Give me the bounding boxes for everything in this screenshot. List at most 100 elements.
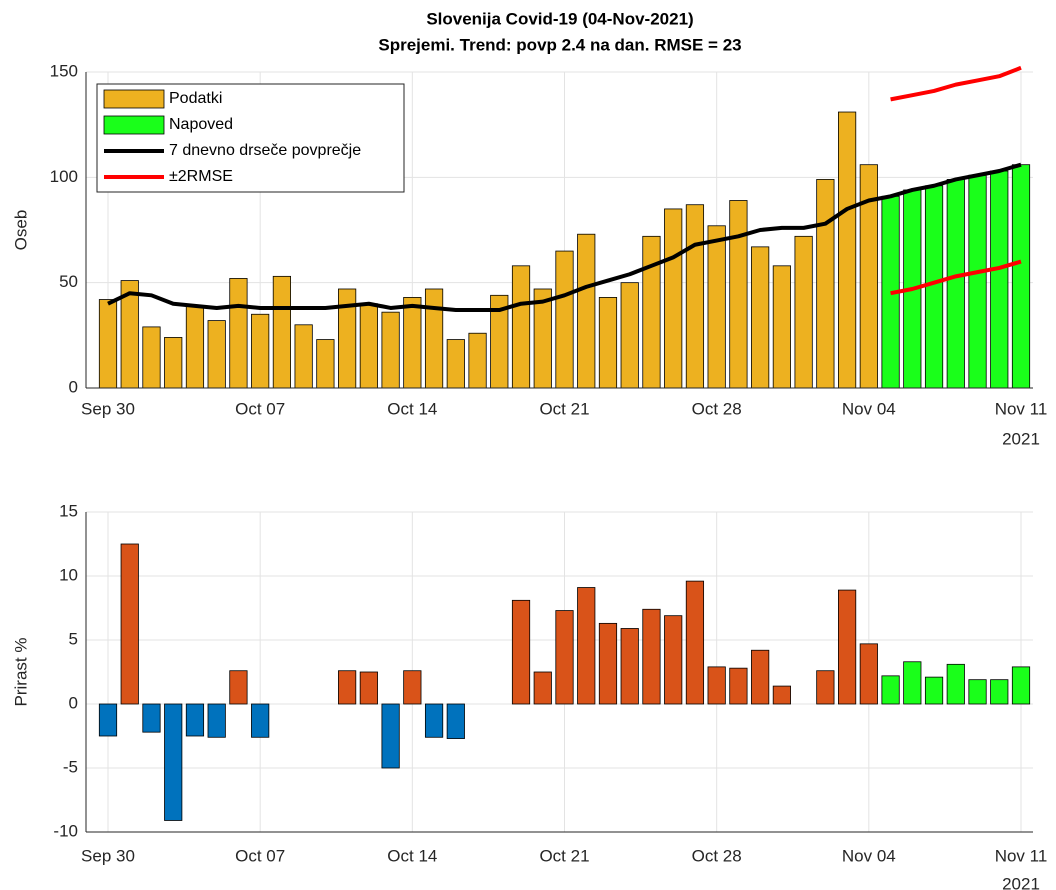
bar xyxy=(577,587,596,705)
bar xyxy=(381,703,400,769)
y-tick-label: 0 xyxy=(69,377,78,396)
chart-title: Slovenija Covid-19 (04-Nov-2021) xyxy=(426,9,693,28)
bar xyxy=(359,671,378,705)
bar xyxy=(729,200,748,389)
bar xyxy=(294,324,313,389)
x-tick-label: Oct 14 xyxy=(387,846,437,865)
legend: Podatki Napoved 7 dnevno drseče povprečje ±… xyxy=(96,83,405,193)
y-tick-label: -5 xyxy=(63,757,78,776)
legend-swatch xyxy=(103,115,165,135)
y-tick-label: 10 xyxy=(59,565,78,584)
bar xyxy=(381,311,400,389)
bar xyxy=(816,179,835,389)
bar xyxy=(511,265,531,389)
bar xyxy=(642,235,661,389)
y-tick-label: 100 xyxy=(50,167,78,186)
x-tick-label: Nov 04 xyxy=(842,399,896,418)
bar xyxy=(751,246,770,389)
bar xyxy=(533,671,552,705)
bar xyxy=(1011,164,1031,389)
x-tick-label: Oct 28 xyxy=(692,846,742,865)
bar xyxy=(838,589,857,705)
bar xyxy=(577,233,596,389)
bar xyxy=(403,297,422,389)
chart-subtitle: Sprejemi. Trend: povp 2.4 na dan. RMSE =… xyxy=(378,35,741,54)
bar xyxy=(120,543,139,705)
bar xyxy=(468,332,487,389)
bar xyxy=(316,339,335,389)
y-tick-label: 150 xyxy=(50,61,78,80)
bar xyxy=(729,667,748,705)
legend-swatch xyxy=(103,89,165,109)
bar xyxy=(424,288,444,389)
bar xyxy=(924,185,944,389)
bar xyxy=(707,666,726,705)
legend-label: ±2RMSE xyxy=(169,168,233,185)
y-tick-label: 5 xyxy=(69,629,78,648)
bar xyxy=(251,703,270,738)
bar xyxy=(359,303,378,389)
bar xyxy=(946,663,965,705)
y-tick-label: -10 xyxy=(53,821,78,840)
bar xyxy=(98,703,118,737)
bar xyxy=(555,250,574,389)
legend-label: Podatki xyxy=(169,90,222,107)
bar xyxy=(446,703,465,739)
bar xyxy=(446,339,465,389)
marks xyxy=(98,543,1031,821)
bar xyxy=(707,225,726,389)
bar xyxy=(816,670,835,705)
bar xyxy=(185,703,205,737)
x-tick-label: Nov 04 xyxy=(842,846,896,865)
bar xyxy=(664,208,683,389)
legend-label: 7 dnevno drseče povprečje xyxy=(169,142,361,159)
bar xyxy=(142,703,161,733)
bar xyxy=(881,675,900,705)
bar xyxy=(98,299,118,389)
x-tick-label: Oct 07 xyxy=(235,846,285,865)
bar xyxy=(968,679,987,705)
bar xyxy=(511,599,531,705)
bar xyxy=(229,670,248,705)
bar xyxy=(620,282,639,389)
line xyxy=(890,259,1022,296)
x-tick-label: Oct 21 xyxy=(539,846,589,865)
bar xyxy=(424,703,444,738)
marks xyxy=(98,65,1031,389)
bar xyxy=(620,628,639,705)
y-tick-label: 15 xyxy=(59,501,78,520)
bar xyxy=(598,622,618,705)
bar xyxy=(555,610,574,705)
x-tick-label: Nov 11 xyxy=(995,846,1048,865)
x-tick-label: Nov 11 xyxy=(995,399,1048,418)
bar xyxy=(642,608,661,705)
bar xyxy=(772,265,791,389)
bar xyxy=(685,204,705,389)
bar xyxy=(164,337,183,389)
bar xyxy=(924,676,944,705)
bar xyxy=(751,649,770,705)
bar xyxy=(338,670,357,705)
bar xyxy=(207,320,226,389)
x-year-label: 2021 xyxy=(1002,429,1040,448)
bar xyxy=(859,643,878,705)
bar xyxy=(207,703,226,738)
y-tick-label: 50 xyxy=(59,272,78,291)
bar xyxy=(946,179,965,389)
x-tick-label: Oct 21 xyxy=(539,399,589,418)
bar xyxy=(664,615,683,705)
bar xyxy=(164,703,183,821)
bar xyxy=(838,111,857,389)
line xyxy=(107,162,1022,313)
x-year-label: 2021 xyxy=(1002,874,1040,890)
bar xyxy=(229,278,248,389)
bar xyxy=(968,174,987,389)
y-axis-label: Prirast % xyxy=(11,638,30,707)
x-tick-label: Oct 28 xyxy=(692,399,742,418)
bar xyxy=(772,685,791,705)
legend-label: Napoved xyxy=(169,116,233,133)
bar xyxy=(1011,666,1031,705)
y-axis-label: Oseb xyxy=(11,210,30,251)
